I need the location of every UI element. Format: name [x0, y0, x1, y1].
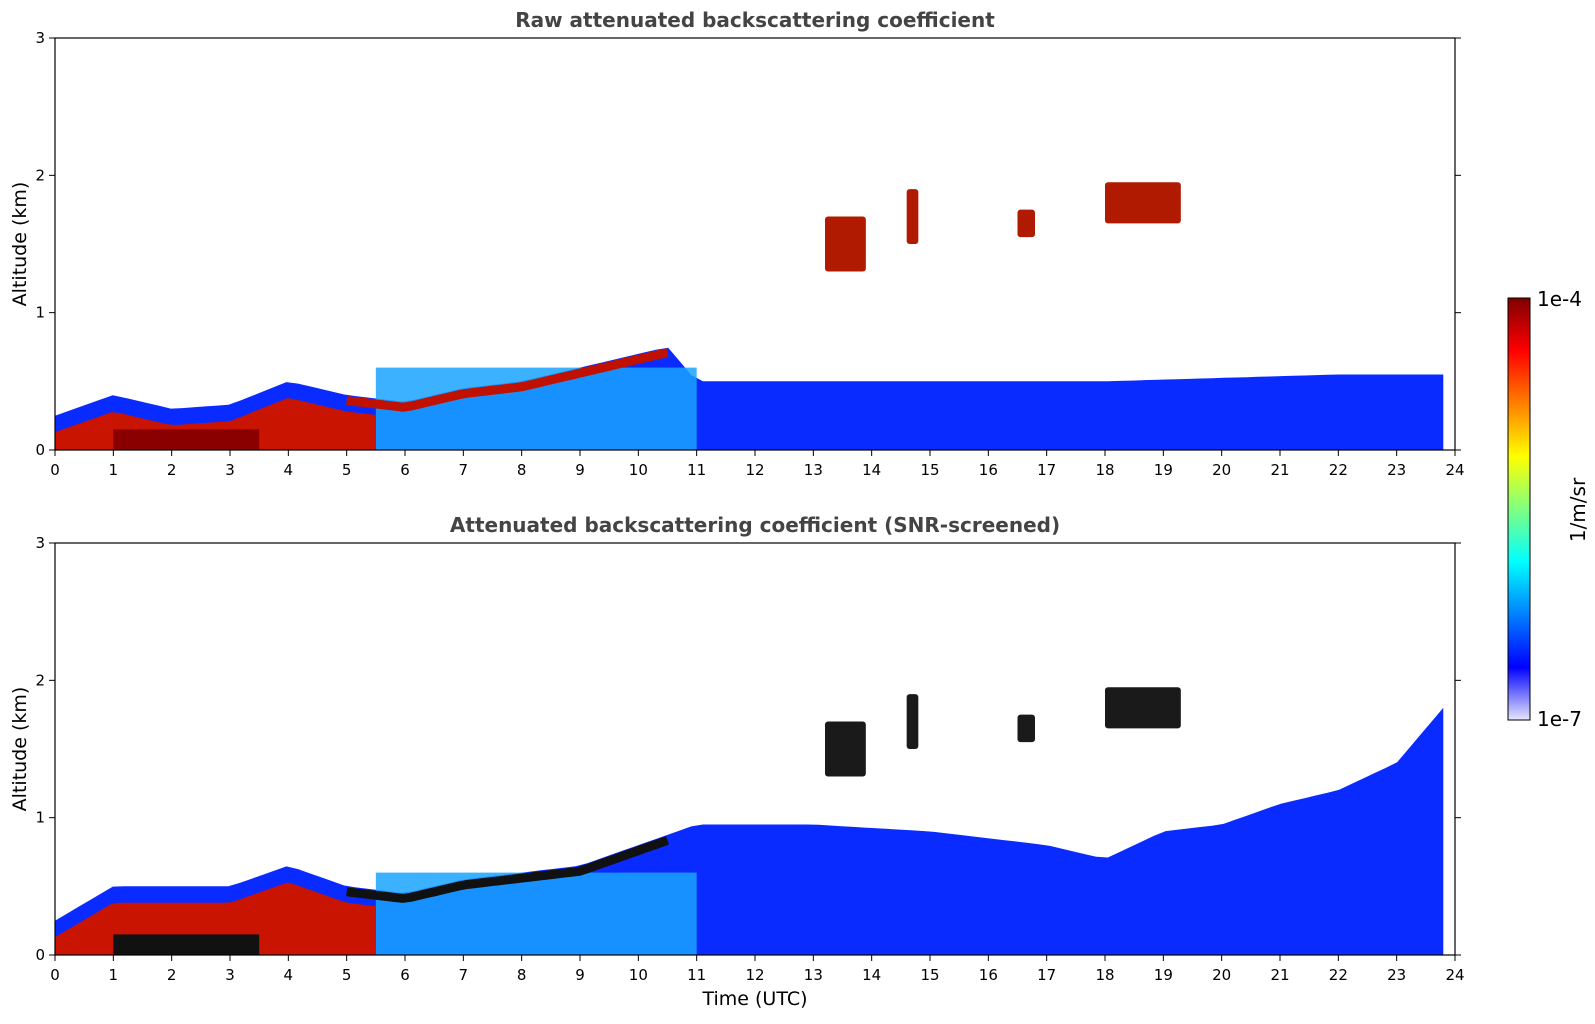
- x-tick-label: 20: [1212, 966, 1231, 984]
- colorbar-unit-label: 1/m/sr: [1566, 477, 1590, 542]
- x-tick-label: 2: [167, 461, 177, 479]
- cloud-patch: [1017, 714, 1035, 743]
- x-tick-label: 5: [342, 966, 352, 984]
- x-tick-label: 1: [109, 461, 119, 479]
- y-tick-label: 2: [35, 671, 45, 689]
- y-tick-label: 3: [35, 29, 45, 47]
- y-tick-label: 0: [35, 946, 45, 964]
- x-tick-label: 17: [1037, 461, 1056, 479]
- x-tick-label: 15: [920, 966, 939, 984]
- x-tick-label: 23: [1387, 461, 1406, 479]
- colorbar: 1e-4 1e-7 1/m/sr: [1507, 287, 1590, 731]
- x-tick-label: 3: [225, 461, 235, 479]
- residual-layer: [346, 348, 669, 412]
- x-tick-label: 16: [979, 966, 998, 984]
- y-tick-label: 0: [35, 441, 45, 459]
- x-tick-label: 14: [862, 966, 881, 984]
- x-tick-label: 17: [1037, 966, 1056, 984]
- x-tick-label: 19: [1154, 461, 1173, 479]
- x-tick-label: 8: [517, 966, 527, 984]
- cloud-patch: [906, 694, 919, 749]
- colorbar-min-label: 1e-7: [1537, 707, 1582, 731]
- cloud-patch: [906, 189, 919, 244]
- surface-core: [113, 934, 260, 955]
- x-tick-label: 18: [1095, 461, 1114, 479]
- x-tick-label: 4: [284, 966, 294, 984]
- x-tick-label: 3: [225, 966, 235, 984]
- x-tick-label: 18: [1095, 966, 1114, 984]
- cloud-patch: [1105, 182, 1181, 224]
- x-tick-label: 12: [745, 966, 764, 984]
- x-tick-label: 24: [1445, 461, 1464, 479]
- cloud-patch: [1017, 209, 1035, 238]
- x-tick-label: 1: [109, 966, 119, 984]
- cloud-patch: [825, 216, 866, 272]
- x-tick-label: 23: [1387, 966, 1406, 984]
- y-tick-label: 3: [35, 534, 45, 552]
- x-tick-label: 19: [1154, 966, 1173, 984]
- raw-heatmap: [55, 38, 1444, 450]
- raw-panel-title: Raw attenuated backscattering coefficien…: [515, 8, 995, 32]
- x-tick-label: 0: [50, 461, 60, 479]
- x-axis-label: Time (UTC): [701, 988, 807, 1010]
- cloud-patch: [1105, 687, 1181, 729]
- aerosol-band: [375, 872, 697, 955]
- raw-x-ticks: 0 1 2 3 4 5 6 7 8 9 10 11 12 13 14 15 16 17 18 19 20 21 22 23 24: [50, 450, 1465, 479]
- screened-panel-title: Attenuated backscattering coefficient (S…: [450, 513, 1060, 537]
- x-tick-label: 9: [575, 966, 585, 984]
- x-tick-label: 22: [1329, 966, 1348, 984]
- x-tick-label: 14: [862, 461, 881, 479]
- colorbar-gradient: [1507, 297, 1531, 721]
- raw-panel: Raw attenuated backscattering coefficien…: [9, 8, 1465, 479]
- x-tick-label: 10: [629, 461, 648, 479]
- x-tick-label: 11: [687, 461, 706, 479]
- x-tick-label: 13: [804, 966, 823, 984]
- screened-panel: Attenuated backscattering coefficient (S…: [9, 513, 1465, 1010]
- screened-heatmap: [55, 687, 1444, 955]
- x-tick-label: 6: [400, 966, 410, 984]
- x-tick-label: 4: [284, 461, 294, 479]
- raw-y-axis-label: Altitude (km): [9, 182, 31, 307]
- raw-y-ticks: 0 1 2 3: [35, 29, 1461, 459]
- y-tick-label: 1: [35, 809, 45, 827]
- colorbar-max-label: 1e-4: [1537, 287, 1582, 311]
- screened-y-axis-label: Altitude (km): [9, 687, 31, 812]
- x-tick-label: 15: [920, 461, 939, 479]
- x-tick-label: 20: [1212, 461, 1231, 479]
- x-tick-label: 7: [459, 966, 469, 984]
- cloud-patch: [825, 721, 866, 777]
- x-tick-label: 8: [517, 461, 527, 479]
- x-tick-label: 2: [167, 966, 177, 984]
- clear-region: [119, 147, 301, 327]
- x-tick-label: 9: [575, 461, 585, 479]
- residual-layer: [346, 836, 670, 903]
- x-tick-label: 12: [745, 461, 764, 479]
- screened-y-ticks: 0 1 2 3: [35, 534, 1461, 964]
- x-tick-label: 21: [1270, 966, 1289, 984]
- surface-core: [113, 429, 260, 450]
- x-tick-label: 7: [459, 461, 469, 479]
- x-tick-label: 21: [1270, 461, 1289, 479]
- x-tick-label: 16: [979, 461, 998, 479]
- y-tick-label: 2: [35, 166, 45, 184]
- x-tick-label: 0: [50, 966, 60, 984]
- y-tick-label: 1: [35, 304, 45, 322]
- x-tick-label: 5: [342, 461, 352, 479]
- x-tick-label: 22: [1329, 461, 1348, 479]
- x-tick-label: 24: [1445, 966, 1464, 984]
- x-tick-label: 13: [804, 461, 823, 479]
- x-tick-label: 6: [400, 461, 410, 479]
- x-tick-label: 10: [629, 966, 648, 984]
- x-tick-label: 11: [687, 966, 706, 984]
- screened-x-ticks: 0 1 2 3 4 5 6 7 8 9 10 11 12 13 14 15 16 17 18 19 20 21 22 23 24: [50, 955, 1465, 984]
